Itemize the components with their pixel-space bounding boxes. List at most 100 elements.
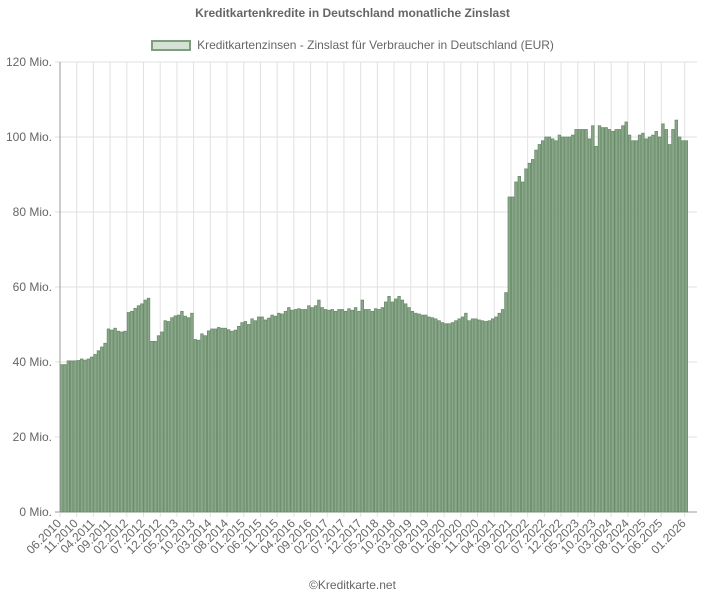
bar[interactable]: [437, 320, 441, 513]
bar[interactable]: [190, 312, 194, 513]
bar[interactable]: [500, 309, 505, 513]
bar[interactable]: [577, 129, 582, 513]
bar[interactable]: [200, 333, 204, 513]
bar[interactable]: [537, 144, 542, 513]
bar[interactable]: [173, 315, 177, 513]
bar[interactable]: [317, 299, 321, 513]
bar[interactable]: [273, 315, 278, 513]
bar[interactable]: [123, 330, 127, 513]
bar[interactable]: [567, 136, 572, 513]
bar[interactable]: [494, 316, 498, 513]
bar[interactable]: [227, 329, 231, 513]
bar[interactable]: [674, 119, 678, 513]
bar[interactable]: [641, 132, 645, 513]
bar[interactable]: [514, 181, 518, 513]
bar[interactable]: [267, 317, 271, 513]
bar[interactable]: [571, 134, 575, 513]
bar[interactable]: [230, 330, 234, 513]
bar[interactable]: [447, 323, 451, 513]
bar[interactable]: [424, 314, 428, 513]
bar[interactable]: [520, 181, 525, 513]
bar[interactable]: [106, 328, 111, 513]
bar[interactable]: [280, 313, 284, 513]
bar[interactable]: [407, 307, 411, 513]
bar[interactable]: [484, 321, 488, 513]
bar[interactable]: [250, 318, 254, 513]
bar[interactable]: [470, 318, 475, 513]
bar[interactable]: [183, 315, 187, 513]
bar[interactable]: [430, 317, 435, 513]
bar[interactable]: [153, 340, 157, 513]
bar[interactable]: [621, 125, 625, 513]
bar[interactable]: [597, 125, 602, 513]
bar[interactable]: [113, 327, 117, 513]
bar[interactable]: [297, 308, 301, 513]
bar[interactable]: [657, 136, 662, 513]
bar[interactable]: [240, 322, 244, 513]
bar[interactable]: [247, 324, 251, 513]
bar[interactable]: [404, 303, 408, 513]
bar[interactable]: [617, 129, 622, 513]
bar[interactable]: [367, 309, 371, 513]
bar[interactable]: [677, 136, 682, 513]
bar[interactable]: [584, 129, 588, 513]
bar[interactable]: [594, 145, 598, 513]
bar[interactable]: [490, 318, 495, 513]
bar[interactable]: [377, 309, 381, 513]
bar[interactable]: [591, 125, 595, 513]
bar[interactable]: [434, 318, 438, 513]
bar[interactable]: [170, 317, 174, 513]
bar[interactable]: [417, 313, 421, 513]
bar[interactable]: [293, 309, 298, 513]
bar[interactable]: [83, 359, 87, 513]
bar[interactable]: [384, 301, 388, 513]
bar[interactable]: [554, 140, 558, 513]
bar[interactable]: [601, 127, 605, 513]
bar[interactable]: [527, 162, 531, 513]
bar[interactable]: [327, 309, 331, 513]
bar[interactable]: [303, 309, 308, 513]
bar[interactable]: [63, 364, 67, 513]
bar[interactable]: [126, 312, 131, 513]
bar[interactable]: [243, 321, 248, 513]
bar[interactable]: [176, 314, 181, 513]
bar[interactable]: [310, 307, 314, 513]
bar[interactable]: [223, 327, 228, 513]
bar[interactable]: [510, 196, 515, 513]
bar[interactable]: [277, 312, 281, 513]
bar[interactable]: [487, 320, 491, 513]
bar[interactable]: [454, 320, 458, 513]
bar[interactable]: [323, 309, 328, 513]
bar[interactable]: [464, 312, 468, 513]
bar[interactable]: [320, 307, 324, 513]
bar[interactable]: [497, 312, 501, 513]
bar[interactable]: [110, 329, 114, 513]
bar[interactable]: [614, 129, 618, 513]
bar[interactable]: [300, 309, 304, 513]
bar[interactable]: [80, 358, 84, 513]
bar[interactable]: [394, 298, 398, 513]
bar[interactable]: [564, 136, 568, 513]
bar[interactable]: [73, 360, 77, 513]
bar[interactable]: [263, 319, 268, 513]
bar[interactable]: [70, 360, 74, 513]
bar[interactable]: [150, 340, 154, 513]
bar[interactable]: [587, 138, 592, 513]
bar[interactable]: [357, 310, 361, 513]
bar[interactable]: [534, 149, 538, 513]
bar[interactable]: [684, 140, 688, 513]
bar[interactable]: [253, 320, 258, 513]
bar[interactable]: [206, 330, 211, 513]
bar[interactable]: [664, 129, 668, 513]
bar[interactable]: [467, 320, 471, 513]
bar[interactable]: [444, 323, 448, 513]
bar[interactable]: [397, 295, 401, 513]
bar[interactable]: [96, 350, 101, 513]
bar[interactable]: [337, 309, 341, 513]
bar[interactable]: [116, 330, 121, 513]
bar[interactable]: [581, 129, 585, 513]
bar[interactable]: [340, 309, 344, 513]
bar[interactable]: [651, 134, 655, 513]
bar[interactable]: [604, 127, 608, 513]
bar[interactable]: [213, 328, 217, 513]
